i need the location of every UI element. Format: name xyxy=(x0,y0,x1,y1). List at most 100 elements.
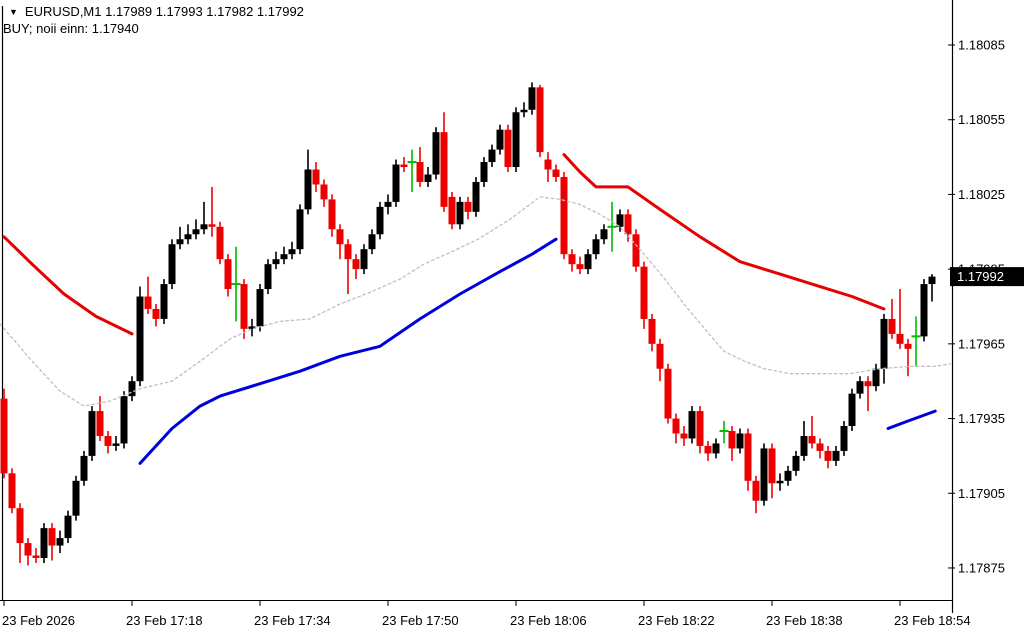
bear-candle xyxy=(416,147,424,187)
candle-body xyxy=(216,226,224,260)
bear-candle xyxy=(32,548,40,563)
candle-body xyxy=(864,381,872,387)
bull-candle xyxy=(200,201,208,235)
bear-candle xyxy=(744,428,752,491)
candle-body xyxy=(56,538,64,546)
gray-dashed-ma-line xyxy=(0,196,952,407)
bull-candle xyxy=(488,144,496,168)
chart-frame xyxy=(0,0,954,613)
bull-candle xyxy=(832,445,840,466)
bull-candle xyxy=(520,102,528,118)
candle-body xyxy=(504,129,512,168)
candle-body xyxy=(320,184,328,200)
current-price-badge-text: 1.17992 xyxy=(957,269,1004,284)
bear-candle xyxy=(560,172,568,260)
candle-body xyxy=(648,318,656,344)
bull-candle xyxy=(80,450,88,486)
bear-candle xyxy=(896,289,904,349)
candle-body xyxy=(800,435,808,456)
candle-body xyxy=(744,433,752,481)
candle-body xyxy=(240,284,248,329)
candle-body xyxy=(712,443,720,454)
candle-body xyxy=(400,164,408,168)
bull-candle xyxy=(368,229,376,255)
candle-body xyxy=(16,508,24,544)
red-ma-line xyxy=(2,153,886,336)
bear-candle xyxy=(576,256,584,275)
candle-body xyxy=(848,393,856,427)
bull-candle xyxy=(72,475,80,521)
bear-candle xyxy=(864,376,872,412)
candle-body xyxy=(824,450,832,461)
candle-body xyxy=(792,455,800,471)
candle-body xyxy=(584,254,592,270)
candle-body xyxy=(680,433,688,439)
candle-body xyxy=(928,276,936,285)
time-tick-label: 23 Feb 18:54 xyxy=(894,613,971,628)
candle-body xyxy=(784,470,792,481)
candle-body xyxy=(600,229,608,240)
bull-candle xyxy=(528,82,536,115)
bear-candle xyxy=(440,112,448,212)
candle-body xyxy=(432,132,440,175)
candle-body xyxy=(208,224,216,227)
candle-body xyxy=(640,266,648,319)
candle-body xyxy=(80,455,88,481)
gray-dashed-ma-line-segment xyxy=(0,196,952,407)
bull-candle xyxy=(456,196,464,230)
bull-candle xyxy=(872,363,880,392)
bear-candle xyxy=(656,338,664,382)
bear-candle xyxy=(888,299,896,339)
bear-candle xyxy=(152,303,160,327)
candle-body xyxy=(520,109,528,113)
candles xyxy=(0,82,936,566)
candle-body xyxy=(264,264,272,290)
bear-candle xyxy=(552,164,560,182)
candle-body xyxy=(184,234,192,240)
candle-body xyxy=(872,368,880,387)
bear-candle xyxy=(696,406,704,454)
candle-body xyxy=(120,396,128,444)
price-axis: 1.180851.180551.180251.179951.179651.179… xyxy=(948,38,1005,575)
bull-candle xyxy=(304,149,312,215)
bull-candle xyxy=(288,241,296,260)
candle-body xyxy=(0,398,8,474)
price-tick-label: 1.17935 xyxy=(958,411,1005,426)
candle-body xyxy=(416,162,424,182)
candle-body xyxy=(328,199,336,230)
candle-body xyxy=(296,209,304,250)
bull-candle xyxy=(496,124,504,155)
candle-body xyxy=(440,132,448,207)
bull-candle xyxy=(112,435,120,451)
candle-body xyxy=(472,181,480,212)
symbol-dropdown-icon[interactable]: ▼ xyxy=(9,7,18,17)
bull-candle xyxy=(928,274,936,302)
candle-body xyxy=(200,224,208,230)
candle-body xyxy=(808,435,816,444)
candle-body xyxy=(840,426,848,451)
time-tick-label: 23 Feb 17:18 xyxy=(126,613,203,628)
bull-candle xyxy=(272,251,280,270)
bear-candle xyxy=(704,440,712,461)
bear-candle xyxy=(216,221,224,265)
red-ma-line-segment xyxy=(562,153,886,311)
candle-body xyxy=(112,443,120,446)
bear-candle xyxy=(752,475,760,514)
candle-body xyxy=(760,448,768,501)
bear-candle xyxy=(632,229,640,272)
time-tick-label: 23 Feb 18:06 xyxy=(510,613,587,628)
bear-candle xyxy=(664,363,672,424)
candle-body xyxy=(40,528,48,559)
candle-body xyxy=(48,528,56,546)
bull-candle xyxy=(296,204,304,255)
bear-candle xyxy=(904,338,912,377)
candle-body xyxy=(888,318,896,334)
bull-candle xyxy=(784,465,792,486)
candle-body xyxy=(632,234,640,267)
candle-body xyxy=(32,555,40,559)
candle-body xyxy=(688,411,696,439)
candle-body xyxy=(336,229,344,245)
candle-body xyxy=(272,259,280,265)
